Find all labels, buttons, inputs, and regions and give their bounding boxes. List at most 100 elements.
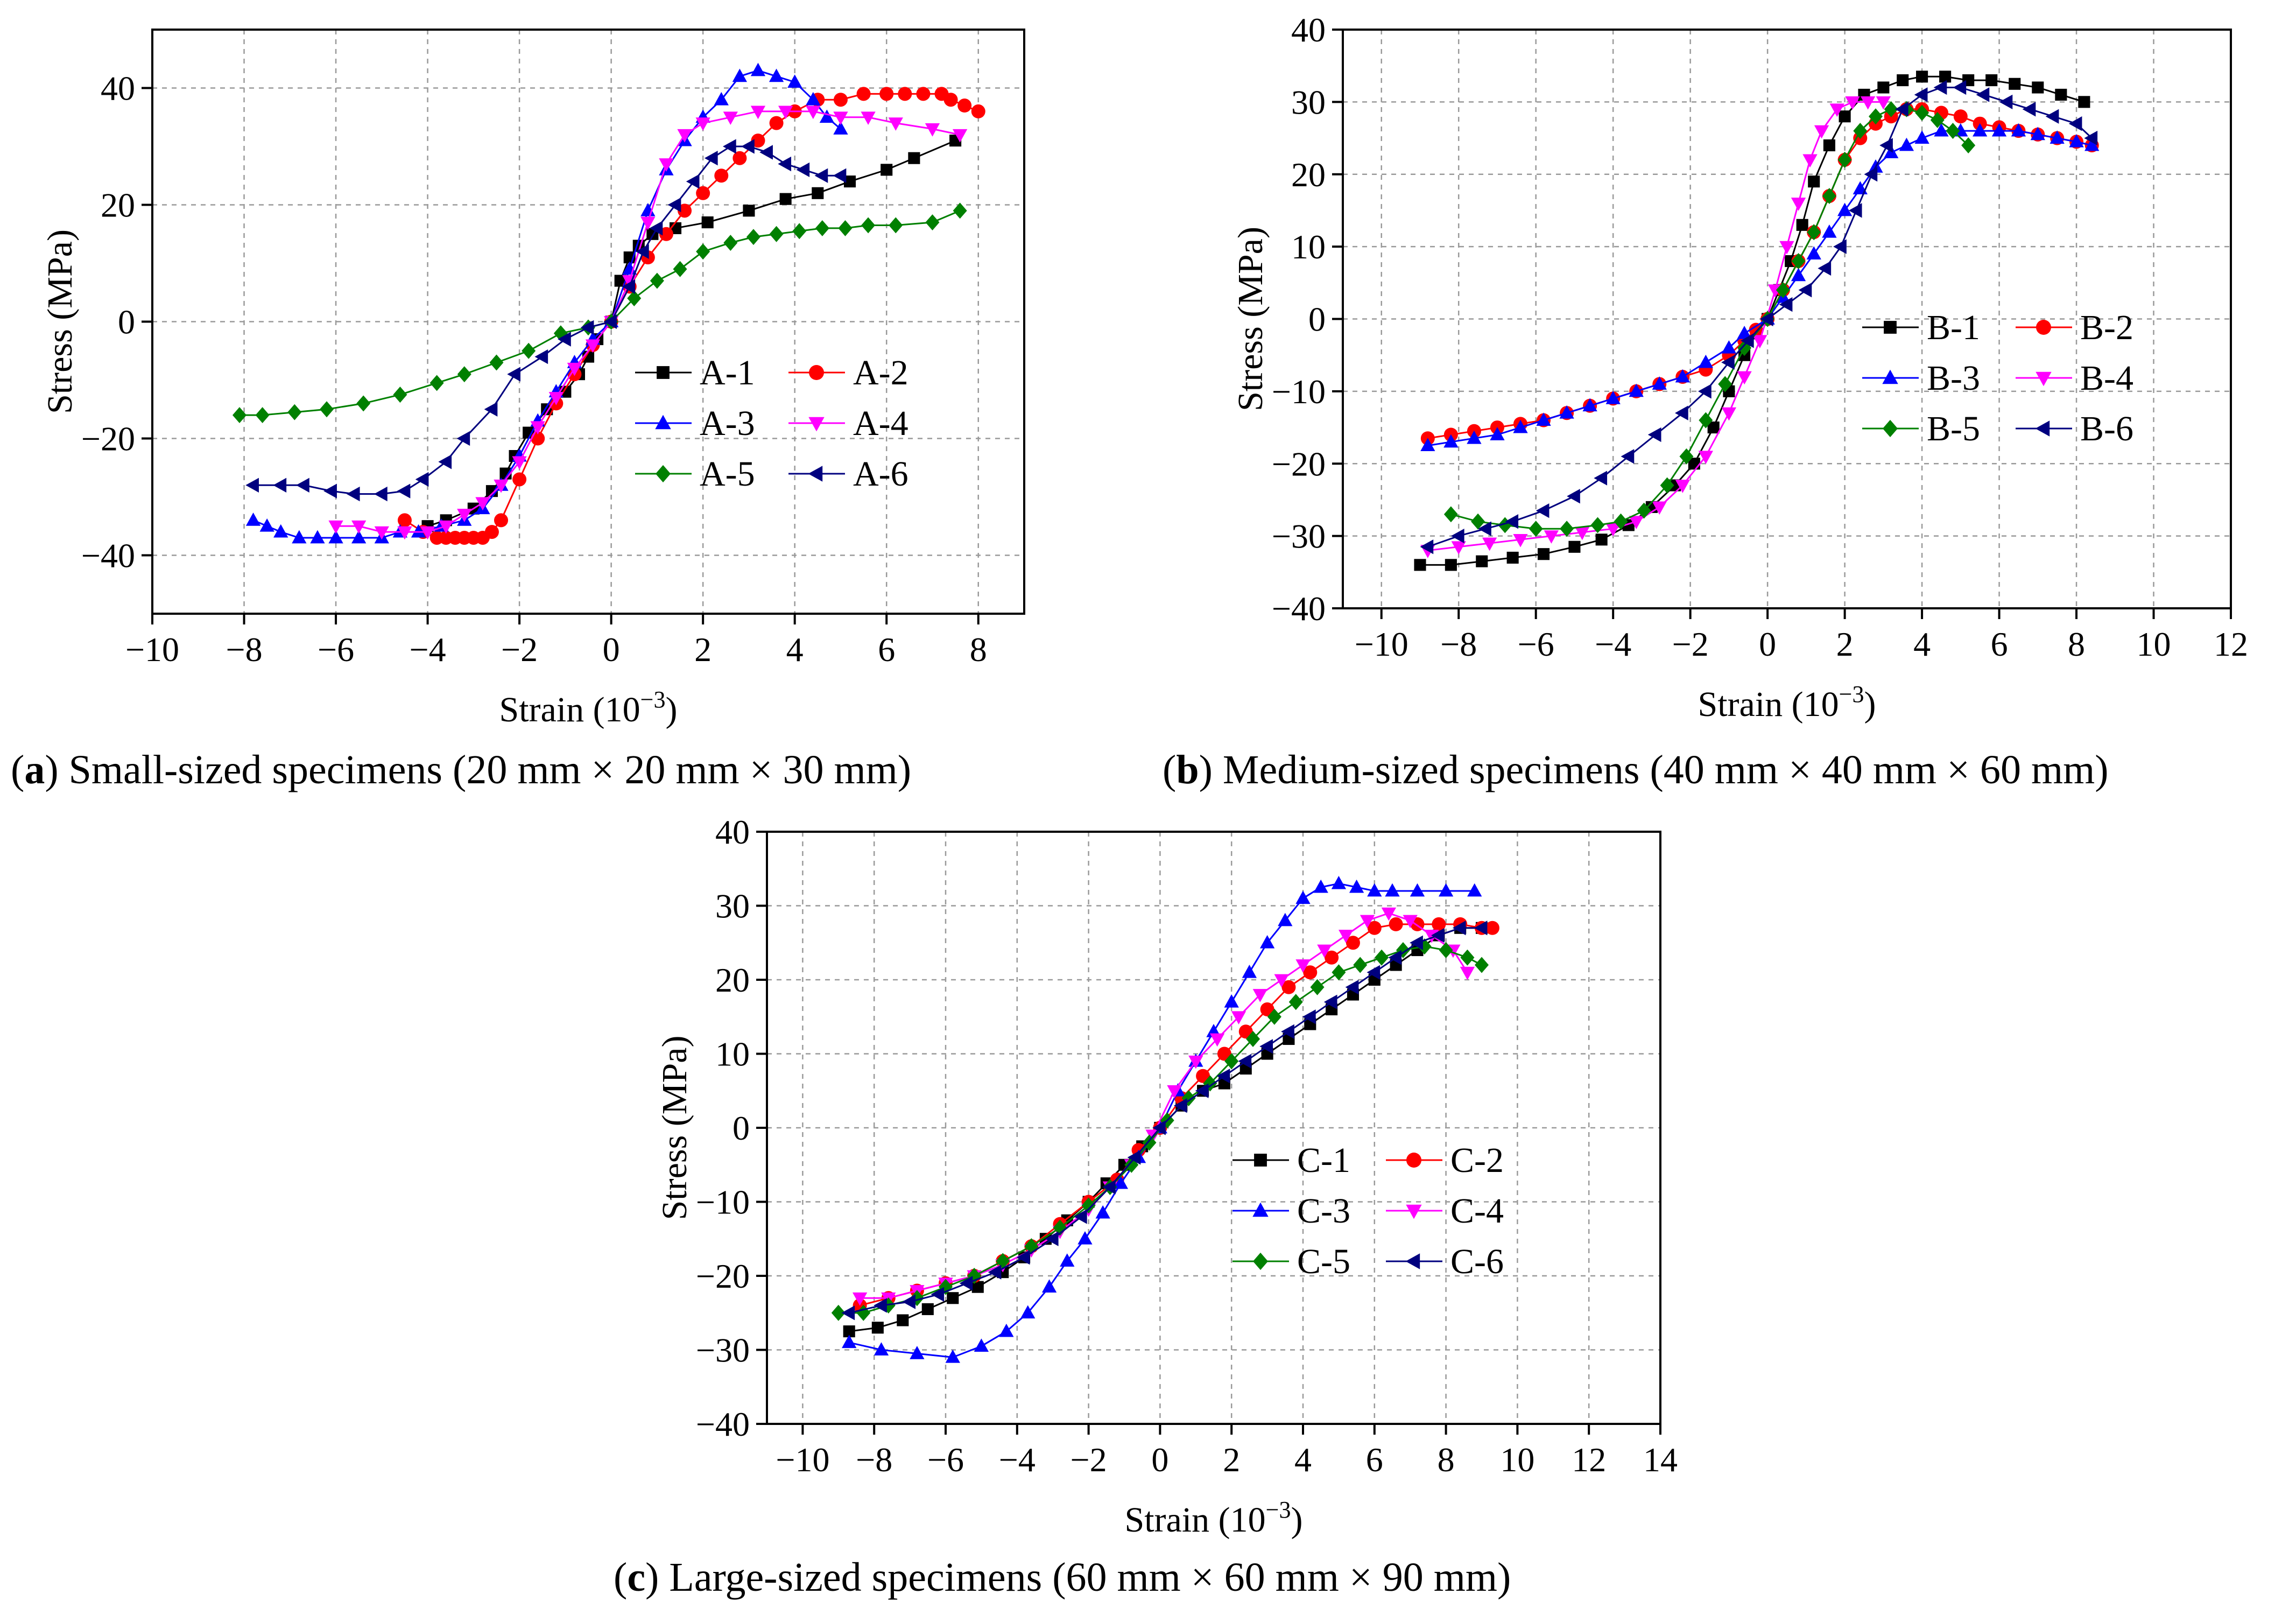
- data-point: [1513, 533, 1528, 547]
- data-point: [778, 156, 792, 172]
- x-tick-label: −8: [226, 630, 262, 669]
- data-point: [351, 520, 367, 534]
- data-point: [814, 168, 828, 183]
- data-point: [1798, 283, 1812, 298]
- x-axis-label: Strain (10−3): [1698, 681, 1876, 724]
- data-point: [255, 407, 270, 424]
- data-point: [861, 217, 876, 234]
- data-point: [1325, 950, 1339, 965]
- legend-marker: [1253, 1252, 1268, 1270]
- data-point: [2022, 102, 2036, 117]
- data-point: [815, 220, 829, 236]
- x-tick-label: −6: [1518, 625, 1554, 663]
- data-point: [1652, 501, 1667, 515]
- data-point: [351, 530, 367, 544]
- data-point: [1629, 383, 1644, 397]
- data-point: [1332, 964, 1346, 981]
- data-point: [1894, 102, 1908, 117]
- data-point: [743, 205, 755, 217]
- data-point: [1482, 537, 1497, 551]
- legend-label: A-3: [700, 404, 755, 443]
- data-point: [779, 193, 792, 205]
- data-point: [1759, 311, 1773, 327]
- data-point: [723, 235, 738, 251]
- data-point: [456, 431, 470, 446]
- data-point: [787, 74, 802, 88]
- legend-marker: [1252, 1202, 1269, 1217]
- legend-label: C-6: [1450, 1242, 1504, 1281]
- x-tick-label: −2: [1672, 625, 1709, 663]
- data-point: [1660, 477, 1674, 494]
- data-point: [374, 486, 388, 502]
- data-point: [723, 111, 738, 125]
- data-point: [1467, 883, 1482, 897]
- legend-marker: [656, 465, 671, 483]
- data-point: [1485, 921, 1499, 935]
- legend-marker: [1254, 1154, 1267, 1167]
- data-point: [1961, 137, 1976, 153]
- data-point: [1647, 427, 1661, 443]
- data-point: [1438, 883, 1454, 897]
- data-point: [292, 530, 307, 544]
- legend: C-1 C-2 C-3 C-4 C-5 C-6: [1232, 1141, 1504, 1281]
- data-point: [1914, 87, 1928, 102]
- y-tick-label: 20: [715, 961, 750, 999]
- data-point: [1224, 994, 1239, 1008]
- data-point: [1864, 167, 1878, 182]
- legend-label: B-5: [1927, 409, 1980, 448]
- data-point: [1973, 123, 1988, 137]
- data-point: [1281, 1024, 1294, 1039]
- x-tick-label: 12: [2214, 625, 2248, 663]
- legend-marker: [1406, 1153, 1421, 1168]
- data-point: [1024, 1238, 1039, 1254]
- y-tick-label: 0: [118, 303, 135, 341]
- legend-label: C-5: [1297, 1242, 1350, 1281]
- data-point: [580, 320, 594, 335]
- data-point: [1560, 521, 1574, 537]
- legend-item: C-4: [1386, 1191, 1504, 1231]
- legend-marker: [1884, 321, 1897, 334]
- data-point: [931, 1287, 945, 1302]
- caption-b: (b) Medium-sized specimens (40 mm × 40 m…: [1163, 747, 2109, 792]
- data-point: [457, 509, 472, 522]
- data-point: [1939, 71, 1952, 83]
- data-point: [1899, 137, 1914, 151]
- data-point: [874, 1298, 887, 1313]
- data-point: [1879, 138, 1893, 153]
- data-point: [1060, 1253, 1075, 1267]
- data-point: [733, 151, 747, 165]
- data-point: [567, 362, 582, 376]
- data-point: [420, 526, 435, 540]
- data-point: [1806, 246, 1821, 259]
- data-point: [841, 1305, 855, 1321]
- y-tick-label: 40: [715, 813, 750, 851]
- data-point: [1933, 80, 1947, 95]
- x-axis-label: Strain (10−3): [499, 686, 678, 729]
- data-point: [1410, 935, 1423, 950]
- data-point: [323, 483, 337, 498]
- data-point: [667, 197, 681, 213]
- x-tick-label: −4: [999, 1441, 1036, 1479]
- data-point: [881, 164, 893, 176]
- data-point: [393, 387, 407, 403]
- data-point: [1278, 912, 1293, 926]
- y-tick-label: −20: [1272, 445, 1326, 483]
- data-point: [530, 421, 545, 435]
- data-point: [1113, 1175, 1129, 1189]
- data-point: [792, 223, 807, 240]
- data-point: [819, 109, 835, 123]
- x-tick-label: 2: [694, 630, 712, 669]
- data-point: [1621, 449, 1635, 464]
- data-point: [1317, 944, 1332, 958]
- data-point: [397, 513, 412, 528]
- data-point: [1053, 1219, 1067, 1236]
- legend-label: A-5: [700, 454, 755, 494]
- y-tick-label: −20: [696, 1257, 750, 1295]
- data-point: [806, 92, 821, 106]
- y-tick-label: −20: [81, 420, 135, 458]
- series-line: [240, 210, 961, 416]
- data-point: [273, 478, 287, 493]
- data-point: [1439, 942, 1453, 958]
- data-point: [1195, 1083, 1209, 1098]
- y-tick-label: 20: [1291, 156, 1326, 194]
